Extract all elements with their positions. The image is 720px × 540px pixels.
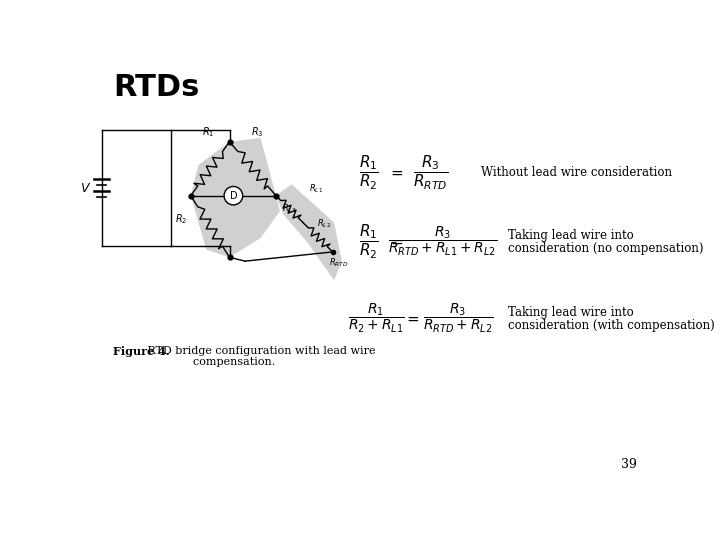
Text: Without lead wire consideration: Without lead wire consideration <box>482 166 672 179</box>
Text: $\dfrac{R_3}{R_{RTD} + R_{L1} + R_{L2}}$: $\dfrac{R_3}{R_{RTD} + R_{L1} + R_{L2}}$ <box>388 225 498 259</box>
Text: V: V <box>81 181 89 194</box>
Text: Figure 4.: Figure 4. <box>113 346 170 357</box>
Text: $R_{L1}$: $R_{L1}$ <box>309 183 323 195</box>
Text: $=$: $=$ <box>388 166 404 180</box>
Text: consideration (no compensation): consideration (no compensation) <box>508 241 704 254</box>
Text: $R_1$: $R_1$ <box>202 126 215 139</box>
Text: RTDs: RTDs <box>113 72 199 102</box>
Text: consideration (with compensation): consideration (with compensation) <box>508 319 715 332</box>
Text: $\dfrac{R_1}{R_2 + R_{L1}}$: $\dfrac{R_1}{R_2 + R_{L1}}$ <box>348 302 405 335</box>
Text: $\dfrac{R_3}{R_{RTD}}$: $\dfrac{R_3}{R_{RTD}}$ <box>413 153 449 192</box>
Text: 39: 39 <box>621 458 636 471</box>
Text: $R_2$: $R_2$ <box>175 213 188 226</box>
Text: $R_{L2}$: $R_{L2}$ <box>317 218 331 230</box>
Text: $R_{L3}$: $R_{L3}$ <box>282 202 297 214</box>
Circle shape <box>224 186 243 205</box>
Text: Taking lead wire into: Taking lead wire into <box>508 230 634 242</box>
Text: RTD bridge configuration with lead wire
              compensation.: RTD bridge configuration with lead wire … <box>144 346 376 367</box>
Polygon shape <box>276 184 342 280</box>
Text: $=$: $=$ <box>404 312 420 326</box>
Text: $R_3$: $R_3$ <box>251 126 264 139</box>
Text: D: D <box>230 191 237 201</box>
Text: $\dfrac{R_3}{R_{RTD} + R_{L2}}$: $\dfrac{R_3}{R_{RTD} + R_{L2}}$ <box>423 302 493 335</box>
Text: Taking lead wire into: Taking lead wire into <box>508 306 634 319</box>
Text: $\dfrac{R_1}{R_2}$: $\dfrac{R_1}{R_2}$ <box>359 153 379 192</box>
Text: $R_{RTD}$: $R_{RTD}$ <box>329 256 348 269</box>
Text: $\dfrac{R_1}{R_2}$: $\dfrac{R_1}{R_2}$ <box>359 223 379 261</box>
Polygon shape <box>191 138 280 257</box>
Text: $=$: $=$ <box>388 235 404 249</box>
